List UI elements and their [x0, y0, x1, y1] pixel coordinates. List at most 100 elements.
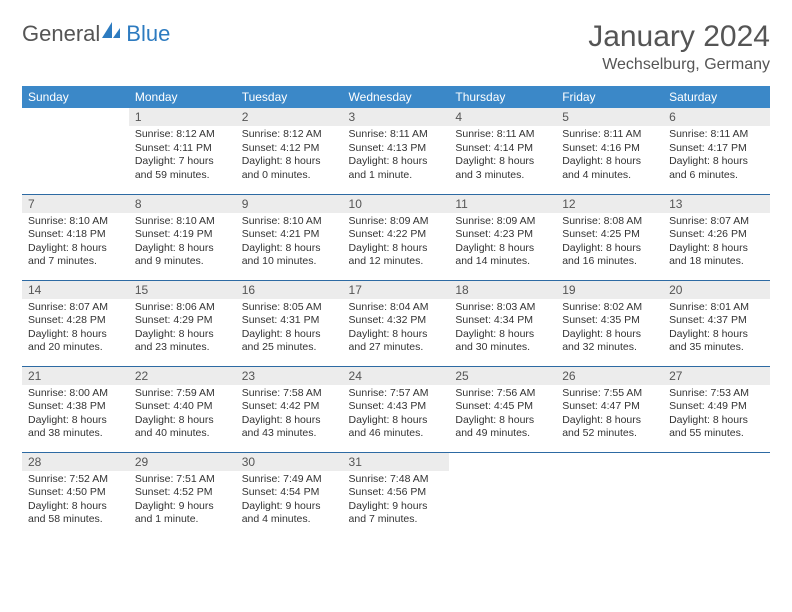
- calendar-cell: 14Sunrise: 8:07 AMSunset: 4:28 PMDayligh…: [22, 280, 129, 366]
- day-number: 31: [343, 453, 450, 471]
- calendar-cell: 21Sunrise: 8:00 AMSunset: 4:38 PMDayligh…: [22, 366, 129, 452]
- calendar-head: SundayMondayTuesdayWednesdayThursdayFrid…: [22, 86, 770, 108]
- day-number: 29: [129, 453, 236, 471]
- calendar-cell: 5Sunrise: 8:11 AMSunset: 4:16 PMDaylight…: [556, 108, 663, 194]
- calendar-cell: 8Sunrise: 8:10 AMSunset: 4:19 PMDaylight…: [129, 194, 236, 280]
- day-body: Sunrise: 8:01 AMSunset: 4:37 PMDaylight:…: [663, 299, 770, 360]
- day-body: Sunrise: 8:03 AMSunset: 4:34 PMDaylight:…: [449, 299, 556, 360]
- day-number: 11: [449, 195, 556, 213]
- day-body: Sunrise: 7:56 AMSunset: 4:45 PMDaylight:…: [449, 385, 556, 446]
- day-number: 25: [449, 367, 556, 385]
- weekday-header: Tuesday: [236, 86, 343, 108]
- calendar-body: 1Sunrise: 8:12 AMSunset: 4:11 PMDaylight…: [22, 108, 770, 538]
- calendar-cell: 28Sunrise: 7:52 AMSunset: 4:50 PMDayligh…: [22, 452, 129, 538]
- day-number: 3: [343, 108, 450, 126]
- calendar-cell: 9Sunrise: 8:10 AMSunset: 4:21 PMDaylight…: [236, 194, 343, 280]
- day-body: Sunrise: 7:57 AMSunset: 4:43 PMDaylight:…: [343, 385, 450, 446]
- calendar-cell: 7Sunrise: 8:10 AMSunset: 4:18 PMDaylight…: [22, 194, 129, 280]
- day-number: 12: [556, 195, 663, 213]
- calendar-cell: 6Sunrise: 8:11 AMSunset: 4:17 PMDaylight…: [663, 108, 770, 194]
- day-body: Sunrise: 8:09 AMSunset: 4:23 PMDaylight:…: [449, 213, 556, 274]
- calendar-row: 7Sunrise: 8:10 AMSunset: 4:18 PMDaylight…: [22, 194, 770, 280]
- day-body: Sunrise: 8:08 AMSunset: 4:25 PMDaylight:…: [556, 213, 663, 274]
- day-number: 30: [236, 453, 343, 471]
- day-body: Sunrise: 7:51 AMSunset: 4:52 PMDaylight:…: [129, 471, 236, 532]
- title-block: January 2024 Wechselburg, Germany: [588, 20, 770, 74]
- calendar-cell: [449, 452, 556, 538]
- day-number: 5: [556, 108, 663, 126]
- calendar-cell: 23Sunrise: 7:58 AMSunset: 4:42 PMDayligh…: [236, 366, 343, 452]
- calendar-cell: 29Sunrise: 7:51 AMSunset: 4:52 PMDayligh…: [129, 452, 236, 538]
- day-number: 10: [343, 195, 450, 213]
- day-body: Sunrise: 7:55 AMSunset: 4:47 PMDaylight:…: [556, 385, 663, 446]
- calendar-cell: [556, 452, 663, 538]
- day-number: 4: [449, 108, 556, 126]
- day-number: 19: [556, 281, 663, 299]
- day-number: 2: [236, 108, 343, 126]
- calendar-row: 1Sunrise: 8:12 AMSunset: 4:11 PMDaylight…: [22, 108, 770, 194]
- header: General Blue January 2024 Wechselburg, G…: [22, 20, 770, 74]
- calendar-cell: 27Sunrise: 7:53 AMSunset: 4:49 PMDayligh…: [663, 366, 770, 452]
- day-number: 15: [129, 281, 236, 299]
- logo-sail-icon: [100, 20, 122, 47]
- day-number: 9: [236, 195, 343, 213]
- day-number: 18: [449, 281, 556, 299]
- day-body: Sunrise: 7:59 AMSunset: 4:40 PMDaylight:…: [129, 385, 236, 446]
- location: Wechselburg, Germany: [588, 56, 770, 74]
- calendar-cell: 24Sunrise: 7:57 AMSunset: 4:43 PMDayligh…: [343, 366, 450, 452]
- day-number: 26: [556, 367, 663, 385]
- calendar-cell: 1Sunrise: 8:12 AMSunset: 4:11 PMDaylight…: [129, 108, 236, 194]
- day-number: 22: [129, 367, 236, 385]
- calendar-cell: 26Sunrise: 7:55 AMSunset: 4:47 PMDayligh…: [556, 366, 663, 452]
- calendar-cell: 19Sunrise: 8:02 AMSunset: 4:35 PMDayligh…: [556, 280, 663, 366]
- logo-text-blue: Blue: [126, 21, 170, 47]
- day-body: Sunrise: 8:04 AMSunset: 4:32 PMDaylight:…: [343, 299, 450, 360]
- day-number: 16: [236, 281, 343, 299]
- calendar-cell: 4Sunrise: 8:11 AMSunset: 4:14 PMDaylight…: [449, 108, 556, 194]
- day-number: 13: [663, 195, 770, 213]
- day-number: 14: [22, 281, 129, 299]
- day-number: 24: [343, 367, 450, 385]
- calendar-cell: 22Sunrise: 7:59 AMSunset: 4:40 PMDayligh…: [129, 366, 236, 452]
- day-body: Sunrise: 7:58 AMSunset: 4:42 PMDaylight:…: [236, 385, 343, 446]
- calendar-cell: 11Sunrise: 8:09 AMSunset: 4:23 PMDayligh…: [449, 194, 556, 280]
- day-body: Sunrise: 8:12 AMSunset: 4:12 PMDaylight:…: [236, 126, 343, 187]
- day-body: Sunrise: 8:11 AMSunset: 4:14 PMDaylight:…: [449, 126, 556, 187]
- day-number: 7: [22, 195, 129, 213]
- day-body: Sunrise: 7:53 AMSunset: 4:49 PMDaylight:…: [663, 385, 770, 446]
- day-number: 20: [663, 281, 770, 299]
- calendar-cell: 25Sunrise: 7:56 AMSunset: 4:45 PMDayligh…: [449, 366, 556, 452]
- day-body: Sunrise: 8:02 AMSunset: 4:35 PMDaylight:…: [556, 299, 663, 360]
- calendar-row: 28Sunrise: 7:52 AMSunset: 4:50 PMDayligh…: [22, 452, 770, 538]
- day-body: Sunrise: 7:49 AMSunset: 4:54 PMDaylight:…: [236, 471, 343, 532]
- day-body: Sunrise: 8:11 AMSunset: 4:16 PMDaylight:…: [556, 126, 663, 187]
- calendar-cell: 13Sunrise: 8:07 AMSunset: 4:26 PMDayligh…: [663, 194, 770, 280]
- calendar-cell: [663, 452, 770, 538]
- day-body: Sunrise: 8:09 AMSunset: 4:22 PMDaylight:…: [343, 213, 450, 274]
- calendar-cell: 30Sunrise: 7:49 AMSunset: 4:54 PMDayligh…: [236, 452, 343, 538]
- day-body: Sunrise: 8:11 AMSunset: 4:17 PMDaylight:…: [663, 126, 770, 187]
- day-body: Sunrise: 8:11 AMSunset: 4:13 PMDaylight:…: [343, 126, 450, 187]
- calendar-row: 21Sunrise: 8:00 AMSunset: 4:38 PMDayligh…: [22, 366, 770, 452]
- day-number: 23: [236, 367, 343, 385]
- calendar-cell: 3Sunrise: 8:11 AMSunset: 4:13 PMDaylight…: [343, 108, 450, 194]
- day-body: Sunrise: 8:07 AMSunset: 4:28 PMDaylight:…: [22, 299, 129, 360]
- day-body: Sunrise: 7:48 AMSunset: 4:56 PMDaylight:…: [343, 471, 450, 532]
- calendar-cell: 17Sunrise: 8:04 AMSunset: 4:32 PMDayligh…: [343, 280, 450, 366]
- day-number: 6: [663, 108, 770, 126]
- calendar-cell: 31Sunrise: 7:48 AMSunset: 4:56 PMDayligh…: [343, 452, 450, 538]
- day-body: Sunrise: 8:05 AMSunset: 4:31 PMDaylight:…: [236, 299, 343, 360]
- weekday-header: Saturday: [663, 86, 770, 108]
- calendar-cell: 12Sunrise: 8:08 AMSunset: 4:25 PMDayligh…: [556, 194, 663, 280]
- logo: General Blue: [22, 20, 170, 47]
- day-number: 21: [22, 367, 129, 385]
- day-number: 8: [129, 195, 236, 213]
- calendar-cell: 16Sunrise: 8:05 AMSunset: 4:31 PMDayligh…: [236, 280, 343, 366]
- calendar-cell: [22, 108, 129, 194]
- calendar-row: 14Sunrise: 8:07 AMSunset: 4:28 PMDayligh…: [22, 280, 770, 366]
- day-number: 1: [129, 108, 236, 126]
- calendar-cell: 2Sunrise: 8:12 AMSunset: 4:12 PMDaylight…: [236, 108, 343, 194]
- day-body: Sunrise: 8:10 AMSunset: 4:19 PMDaylight:…: [129, 213, 236, 274]
- day-number: 17: [343, 281, 450, 299]
- weekday-header: Monday: [129, 86, 236, 108]
